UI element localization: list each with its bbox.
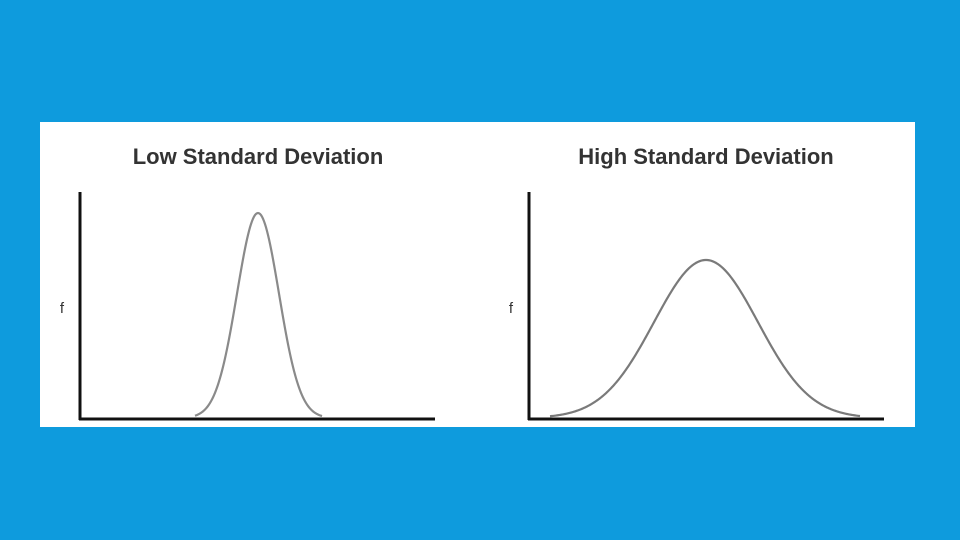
y-axis-label: f	[509, 300, 514, 317]
bell-curve	[549, 258, 861, 418]
bell-curve	[194, 211, 323, 418]
figure-panel	[40, 122, 915, 427]
panel-title: High Standard Deviation	[578, 144, 833, 169]
panel-title: Low Standard Deviation	[133, 144, 384, 169]
y-axis-label: f	[60, 300, 65, 317]
axes	[78, 192, 884, 421]
